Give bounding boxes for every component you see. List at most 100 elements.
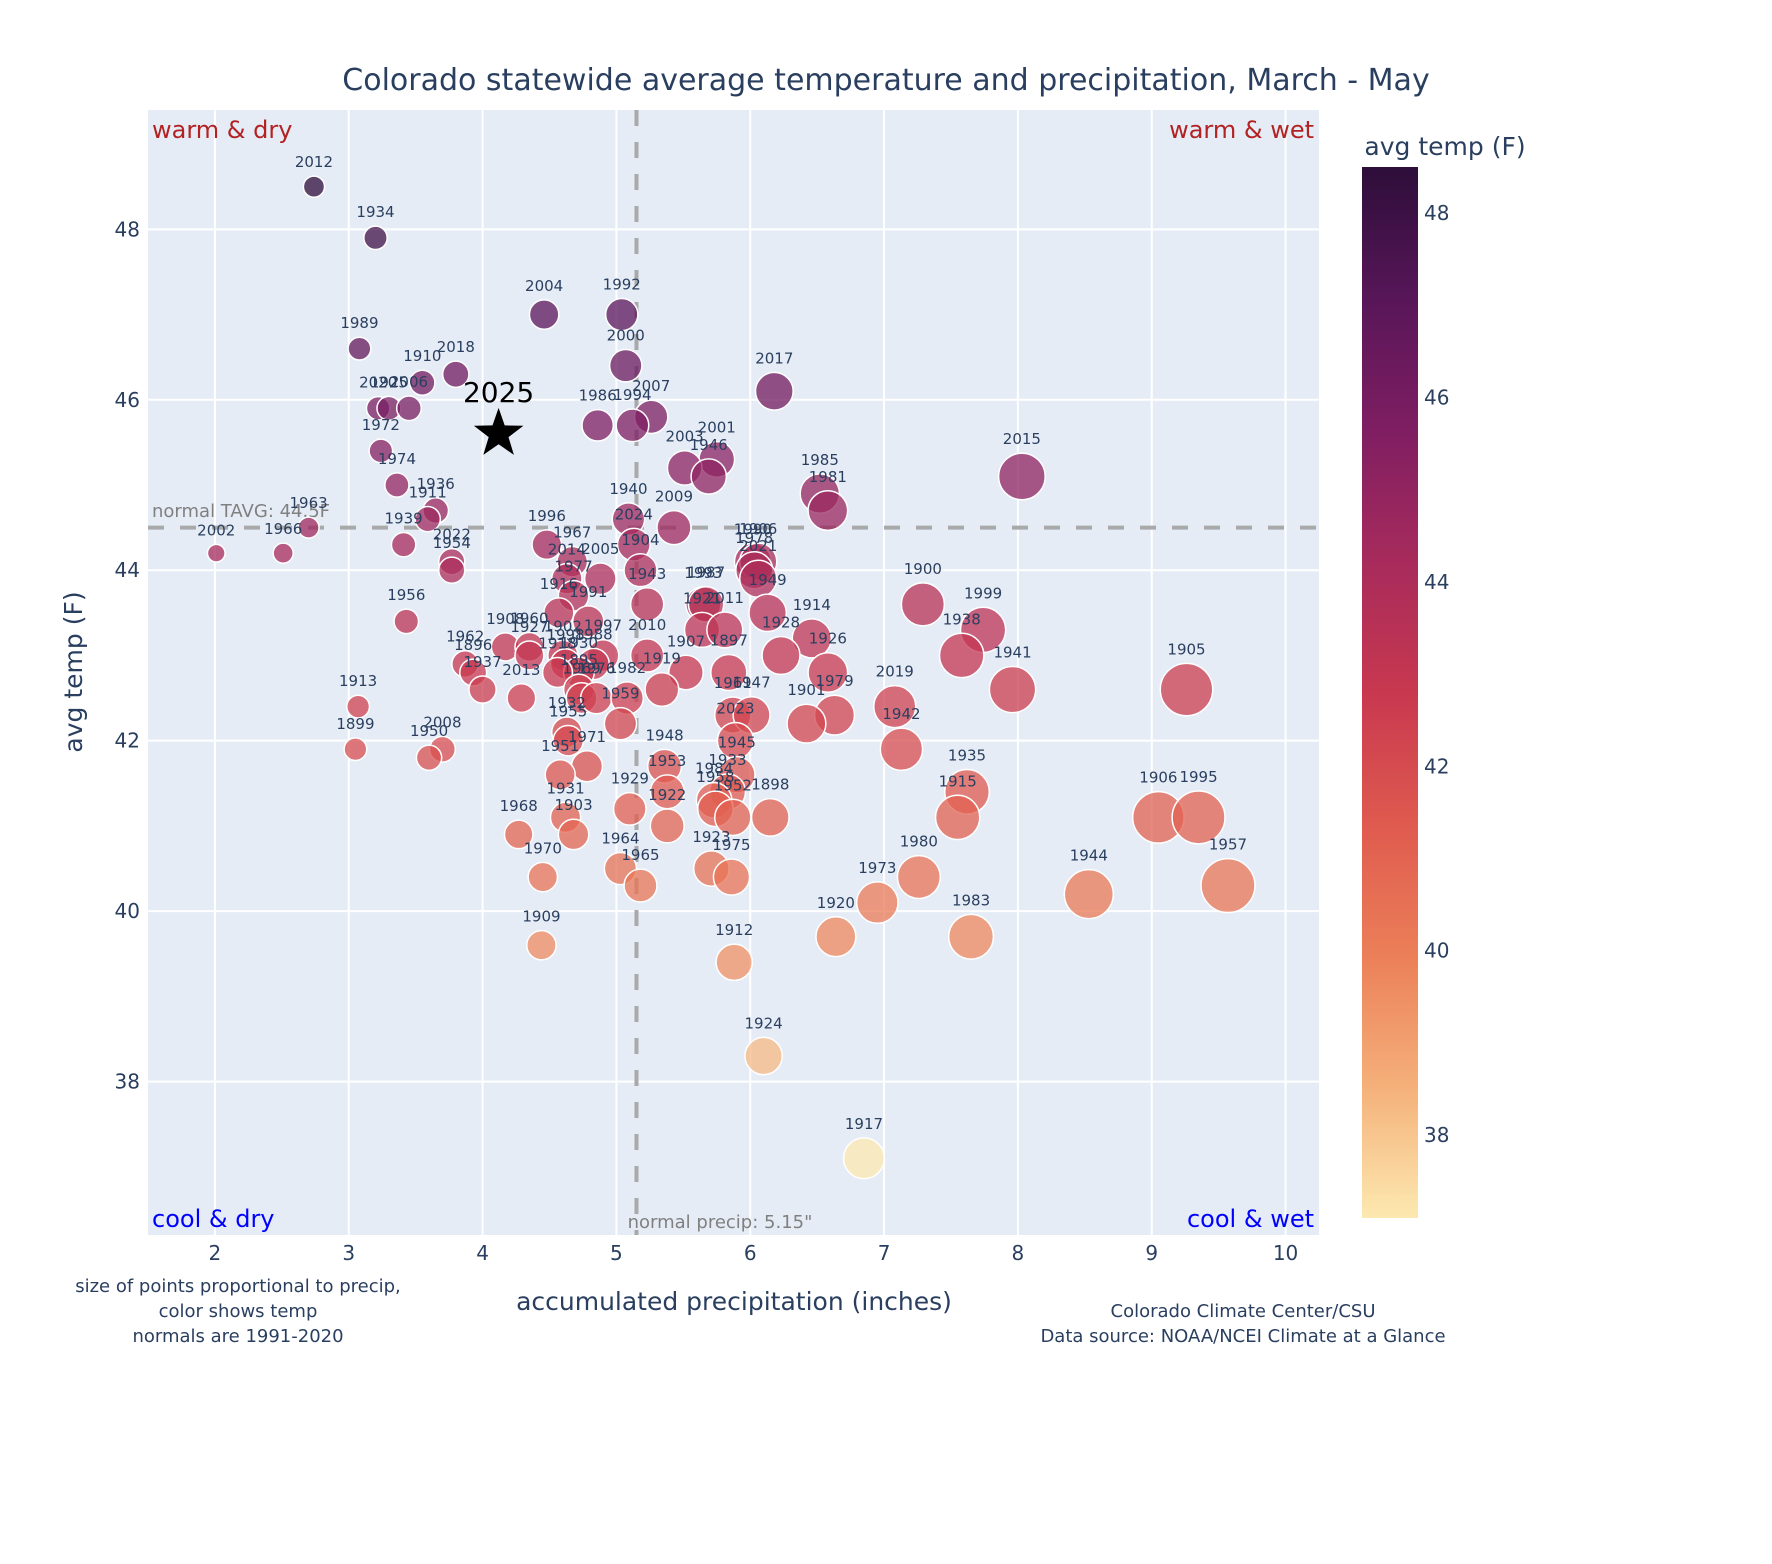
data-point-1986[interactable] [581,408,615,442]
point-label: 1995 [1179,768,1217,786]
data-point-1922[interactable] [649,808,685,844]
data-point-1951[interactable] [544,759,576,791]
data-point-1991[interactable] [572,605,605,638]
data-point-1975[interactable] [712,858,751,896]
data-point-1912[interactable] [715,943,754,982]
data-point-1928[interactable] [761,635,801,676]
data-point-1955[interactable] [552,724,585,757]
data-point-1919[interactable] [644,671,680,708]
data-point-1963[interactable] [297,516,320,539]
data-point-1929[interactable] [612,791,647,826]
data-point-1926[interactable] [807,651,849,694]
data-point-1992[interactable] [604,297,639,332]
data-point-1965[interactable] [623,868,658,903]
data-point-1954[interactable] [437,556,466,585]
data-point-1901[interactable] [786,703,827,744]
data-point-1903[interactable] [557,818,590,851]
data-point-1946[interactable] [690,458,728,495]
data-point-1973[interactable] [855,881,899,925]
data-point-1938[interactable] [938,632,985,679]
point-label: 1904 [621,531,659,549]
data-point-1913[interactable] [345,694,371,719]
data-point-2002[interactable] [206,543,226,563]
data-point-1966[interactable] [272,542,294,564]
point-label: 1954 [433,534,471,552]
data-point-2013[interactable] [506,683,537,714]
data-point-2009[interactable] [656,509,692,546]
data-point-1971[interactable] [570,750,604,783]
data-point-2017[interactable] [754,371,794,411]
data-point-1983[interactable] [947,913,995,960]
data-point-1968[interactable] [503,819,534,850]
x-tick-label: 7 [878,1241,891,1265]
data-point-2011[interactable] [706,611,744,649]
data-point-2010[interactable] [629,638,665,673]
data-point-1914[interactable] [791,618,833,659]
data-point-1957[interactable] [1200,857,1256,914]
data-point-1959[interactable] [603,706,638,741]
point-label: 1913 [339,672,377,690]
data-point-1897[interactable] [710,653,748,692]
data-point-1972[interactable] [368,438,394,464]
data-point-1942[interactable] [879,727,924,772]
data-point-2019[interactable] [873,684,917,729]
point-label: 1999 [964,584,1002,602]
data-point-1898[interactable] [750,797,790,837]
point-label: 1941 [993,643,1031,661]
data-point-1994[interactable] [615,408,650,443]
data-point-1899[interactable] [343,737,368,762]
y-tick-label: 40 [115,899,140,923]
data-point-1904[interactable] [623,553,658,588]
point-label: 1994 [613,386,651,404]
quadrant-warm-wet: warm & wet [1169,116,1314,144]
point-label: 1897 [710,631,748,649]
data-point-1981[interactable] [807,490,849,532]
data-point-1916[interactable] [543,597,575,629]
data-point-1924[interactable] [744,1036,784,1076]
data-point-1910[interactable] [409,369,436,396]
data-point-2006[interactable] [395,395,422,422]
data-point-1956[interactable] [393,608,420,635]
data-point-1917[interactable] [842,1137,886,1180]
colorbar-tick-label: 38 [1424,1123,1449,1147]
data-point-1934[interactable] [363,225,388,251]
data-point-2005[interactable] [583,562,617,596]
data-point-1900[interactable] [900,582,946,627]
point-label: 1966 [264,520,302,538]
data-point-1996[interactable] [531,529,563,561]
data-point-2012[interactable] [302,175,326,199]
data-point-1950[interactable] [415,744,443,772]
data-point-1970[interactable] [527,861,559,893]
data-point-1939[interactable] [390,531,417,558]
data-point-1937[interactable] [468,675,497,704]
point-label: 2023 [716,700,754,718]
data-point-1918[interactable] [541,656,574,689]
data-point-2015[interactable] [997,452,1046,501]
data-point-1905[interactable] [1159,662,1214,717]
colorbar-title: avg temp (F) [1364,132,1525,161]
data-point-1995[interactable] [1171,790,1226,845]
x-tick-label: 5 [610,1241,623,1265]
point-label: 1922 [648,786,686,804]
x-tick-label: 2 [209,1241,222,1265]
data-point-1909[interactable] [526,929,557,961]
data-point-1989[interactable] [347,336,372,361]
chart-title: Colorado statewide average temperature a… [342,63,1429,98]
data-point-1920[interactable] [815,916,857,958]
data-point-1911[interactable] [414,505,442,533]
data-point-2018[interactable] [441,360,470,389]
data-point-1907[interactable] [667,654,704,691]
data-point-1949[interactable] [748,593,788,633]
data-point-1943[interactable] [629,587,665,622]
data-point-1944[interactable] [1063,868,1115,920]
data-point-1927[interactable] [514,640,545,671]
point-label: 1916 [540,575,578,593]
data-point-2000[interactable] [608,348,643,383]
data-point-1915[interactable] [934,794,981,841]
data-point-1941[interactable] [988,665,1037,714]
data-point-2004[interactable] [528,299,560,330]
data-point-1980[interactable] [896,854,942,900]
point-label: 1974 [378,450,416,468]
data-point-1974[interactable] [384,472,410,498]
y-tick-labels: 38 40 42 44 46 48 [115,217,140,1093]
